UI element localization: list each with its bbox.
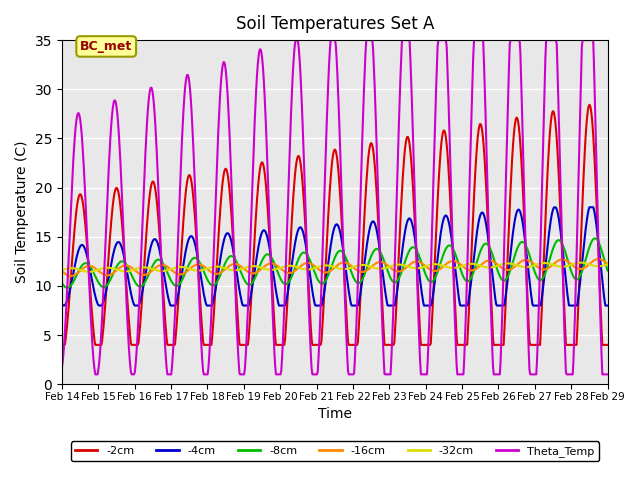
Line: -32cm: -32cm [62,263,607,272]
-2cm [604,342,611,348]
-32cm [418,264,426,270]
Line: Theta_Temp: Theta_Temp [62,40,607,374]
-32cm [209,264,217,270]
-16cm [180,270,188,276]
-4cm [58,301,66,307]
-8cm [180,273,188,278]
Theta_Temp [419,372,426,377]
-16cm [604,261,611,267]
-2cm [417,342,425,348]
-32cm [604,262,611,267]
-4cm [125,279,132,285]
-8cm [58,280,66,286]
-32cm [85,269,93,275]
-32cm [58,267,66,273]
Line: -4cm: -4cm [62,207,607,306]
Theta_Temp [92,372,100,377]
Theta_Temp [68,186,76,192]
-16cm [402,265,410,271]
-8cm [604,268,611,274]
-2cm [586,102,593,108]
-2cm [209,335,216,340]
Y-axis label: Soil Temperature (C): Soil Temperature (C) [15,141,29,283]
-4cm [68,275,76,280]
Theta_Temp [292,37,300,43]
-2cm [401,146,409,152]
Theta_Temp [180,97,188,103]
-4cm [550,204,558,210]
-16cm [418,260,426,266]
-32cm [402,263,410,269]
-2cm [58,342,66,348]
-8cm [418,260,426,266]
Legend: -2cm, -4cm, -8cm, -16cm, -32cm, Theta_Temp: -2cm, -4cm, -8cm, -16cm, -32cm, Theta_Te… [70,442,599,461]
-32cm [577,260,584,265]
-8cm [591,236,598,241]
-4cm [402,225,410,231]
-4cm [60,303,67,309]
Line: -2cm: -2cm [62,105,607,345]
Text: BC_met: BC_met [80,40,132,53]
Theta_Temp [403,37,410,43]
-16cm [125,263,132,269]
-16cm [209,270,217,276]
-4cm [604,303,611,309]
-4cm [209,300,217,305]
-32cm [180,264,188,270]
-8cm [125,266,132,272]
Line: -8cm: -8cm [62,239,607,288]
-32cm [125,268,132,274]
Theta_Temp [209,271,217,277]
-8cm [209,283,217,288]
-2cm [68,262,76,268]
-2cm [179,218,187,224]
-16cm [68,273,76,278]
-8cm [63,285,71,291]
Theta_Temp [125,342,132,348]
Line: -16cm: -16cm [62,259,607,276]
-8cm [402,257,410,263]
-4cm [180,257,188,263]
-4cm [418,289,426,295]
Theta_Temp [604,372,611,377]
-16cm [67,273,75,279]
X-axis label: Time: Time [318,408,352,421]
-32cm [68,265,76,271]
-16cm [58,268,66,274]
Title: Soil Temperatures Set A: Soil Temperatures Set A [236,15,434,33]
Theta_Temp [58,365,66,371]
-2cm [124,305,132,311]
-16cm [595,256,602,262]
-8cm [68,280,76,286]
